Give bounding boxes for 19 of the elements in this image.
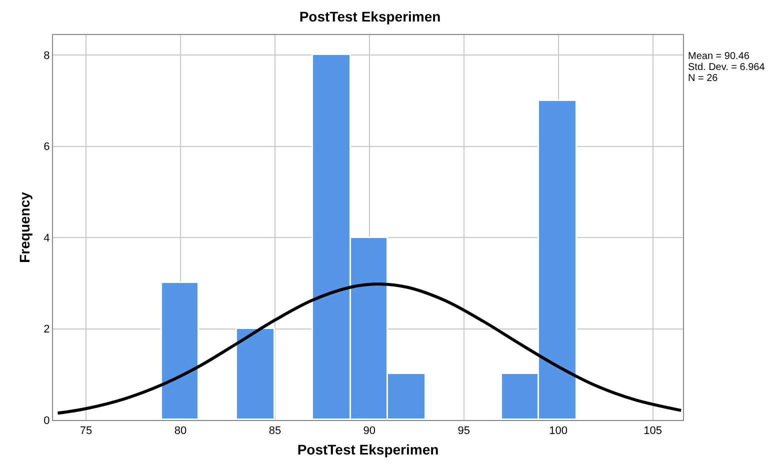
x-tick-label: 75	[80, 425, 92, 438]
x-axis-title: PostTest Eksperimen	[297, 442, 439, 458]
x-tick-label: 80	[174, 425, 187, 438]
chart-title: PostTest Eksperimen	[299, 8, 441, 24]
y-tick-label: 4	[44, 232, 50, 244]
text: Std. Dev. = 6.964	[688, 62, 766, 73]
x-tick-label: 100	[549, 425, 568, 438]
x-tick-label: 90	[363, 425, 376, 438]
y-tick-label: 6	[44, 141, 50, 154]
y-axis-title: Frequency	[16, 192, 32, 263]
y-tick-label: 2	[44, 324, 50, 336]
x-tick-label: 105	[644, 425, 662, 438]
text: N = 26	[688, 73, 718, 84]
x-tick-label: 95	[458, 425, 470, 438]
y-tick-label: 0	[44, 414, 50, 427]
text: Mean = 90.46	[688, 51, 750, 62]
line-series	[56, 282, 683, 415]
x-tick-label: 85	[268, 425, 282, 438]
y-tick-label: 8	[44, 50, 50, 62]
